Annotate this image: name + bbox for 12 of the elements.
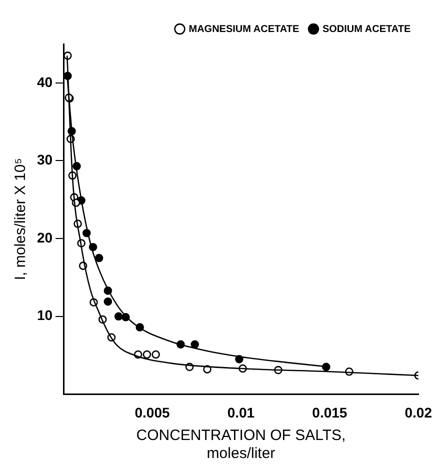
y-axis-title: I, moles/liter X 10⁵ — [12, 158, 30, 280]
x-tick-label: 0.015 — [312, 404, 348, 420]
x-tick-label: 0.01 — [227, 404, 255, 420]
legend-label: SODIUM ACETATE — [322, 24, 411, 35]
x-tick-label: 0.005 — [134, 404, 170, 420]
legend-label: MAGNESIUM ACETATE — [188, 24, 300, 35]
x-axis-title: CONCENTRATION OF SALTS, moles/liter — [136, 427, 346, 462]
y-tick-label: 30 — [36, 152, 53, 168]
x-tick-label: 0.02 — [404, 404, 432, 420]
y-tick-label: 40 — [36, 74, 53, 90]
y-tick-label: 10 — [36, 307, 53, 324]
y-tick-label: 20 — [36, 229, 53, 246]
